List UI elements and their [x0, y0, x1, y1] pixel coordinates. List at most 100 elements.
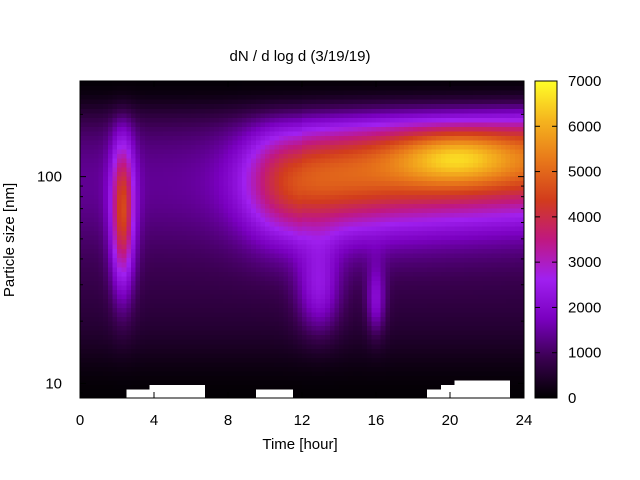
heatmap-cell — [232, 375, 238, 381]
heatmap-cell — [376, 280, 382, 286]
heatmap-cell — [343, 248, 349, 254]
heatmap-cell — [292, 185, 298, 191]
heatmap-cell — [167, 334, 174, 340]
heatmap-cell — [246, 302, 252, 309]
heatmap-cell — [84, 388, 90, 395]
heatmap-cell — [117, 262, 123, 268]
heatmap-cell — [311, 284, 317, 290]
heatmap-cell — [172, 81, 178, 87]
heatmap-cell — [352, 112, 359, 118]
heatmap-cell — [339, 321, 345, 327]
heatmap-cell — [315, 198, 322, 204]
heatmap-cell — [288, 135, 294, 141]
heatmap-cell — [214, 280, 220, 286]
heatmap-cell — [376, 311, 382, 318]
heatmap-cell — [288, 366, 294, 372]
heatmap-cell — [352, 307, 359, 313]
heatmap-cell — [172, 384, 178, 390]
heatmap-cell — [84, 248, 90, 254]
heatmap-cell — [325, 148, 331, 155]
heatmap-cell — [98, 339, 104, 345]
heatmap-cell — [352, 302, 359, 309]
heatmap-cell — [181, 239, 187, 245]
heatmap-cell — [311, 216, 317, 222]
heatmap-cell — [315, 189, 322, 195]
heatmap-cell — [352, 108, 359, 114]
heatmap-cell — [149, 379, 155, 386]
heatmap-cell — [255, 198, 261, 204]
heatmap-cell — [163, 275, 169, 281]
heatmap-cell — [214, 216, 220, 222]
heatmap-cell — [362, 221, 368, 227]
heatmap-cell — [278, 334, 285, 340]
heatmap-cell — [163, 289, 169, 295]
heatmap-cell — [200, 85, 206, 91]
heatmap-cell — [181, 330, 187, 336]
heatmap-cell — [158, 139, 164, 145]
heatmap-cell — [278, 185, 285, 191]
heatmap-cell — [311, 167, 317, 173]
heatmap-cell — [195, 325, 201, 331]
heatmap-cell — [130, 352, 137, 358]
heatmap-cell — [292, 176, 298, 182]
heatmap-cell — [117, 266, 123, 272]
heatmap-cell — [218, 298, 224, 304]
heatmap-cell — [130, 375, 137, 381]
heatmap-cell — [329, 198, 335, 204]
heatmap-cell — [130, 316, 137, 322]
heatmap-cell — [121, 298, 127, 304]
heatmap-cell — [117, 375, 123, 381]
heatmap-cell — [251, 189, 257, 195]
heatmap-cell — [191, 393, 197, 399]
heatmap-cell — [348, 375, 354, 381]
heatmap-cell — [135, 284, 141, 290]
heatmap-cell — [320, 257, 326, 263]
heatmap-cell — [140, 108, 146, 114]
heatmap-cell — [246, 234, 252, 241]
heatmap-cell — [362, 311, 368, 318]
heatmap-cell — [283, 302, 289, 309]
heatmap-cell — [334, 185, 340, 191]
heatmap-cell — [311, 262, 317, 268]
heatmap-cell — [297, 130, 303, 136]
heatmap-cell — [389, 248, 396, 254]
heatmap-cell — [177, 144, 183, 150]
heatmap-cell — [325, 384, 331, 390]
heatmap-cell — [339, 185, 345, 191]
heatmap-cell — [130, 167, 137, 173]
heatmap-cell — [89, 180, 95, 186]
heatmap-cell — [200, 180, 206, 186]
heatmap-cell — [214, 284, 220, 290]
heatmap-cell — [195, 253, 201, 259]
heatmap-cell — [269, 275, 275, 281]
heatmap-cell — [218, 393, 224, 399]
heatmap-cell — [320, 352, 326, 358]
heatmap-cell — [177, 302, 183, 309]
heatmap-cell — [380, 271, 386, 277]
heatmap-cell — [394, 343, 400, 349]
heatmap-cell — [107, 271, 113, 277]
heatmap-cell — [274, 280, 280, 286]
heatmap-cell — [292, 343, 298, 349]
heatmap-cell — [334, 221, 340, 227]
heatmap-cell — [93, 103, 100, 109]
heatmap-cell — [204, 121, 211, 127]
heatmap-cell — [117, 112, 123, 118]
heatmap-cell — [84, 171, 90, 177]
heatmap-cell — [376, 388, 382, 395]
heatmap-cell — [186, 284, 192, 290]
heatmap-cell — [121, 302, 127, 309]
heatmap-cell — [339, 99, 345, 105]
heatmap-cell — [126, 221, 132, 227]
heatmap-cell — [343, 334, 349, 340]
heatmap-cell — [149, 171, 155, 177]
heatmap-cell — [251, 90, 257, 96]
heatmap-cell — [218, 99, 224, 105]
heatmap-cell — [107, 203, 113, 209]
heatmap-cell — [320, 379, 326, 386]
heatmap-cell — [191, 284, 197, 290]
heatmap-cell — [348, 370, 354, 376]
heatmap-cell — [320, 121, 326, 127]
heatmap-cell — [140, 135, 146, 141]
heatmap-cell — [135, 361, 141, 367]
